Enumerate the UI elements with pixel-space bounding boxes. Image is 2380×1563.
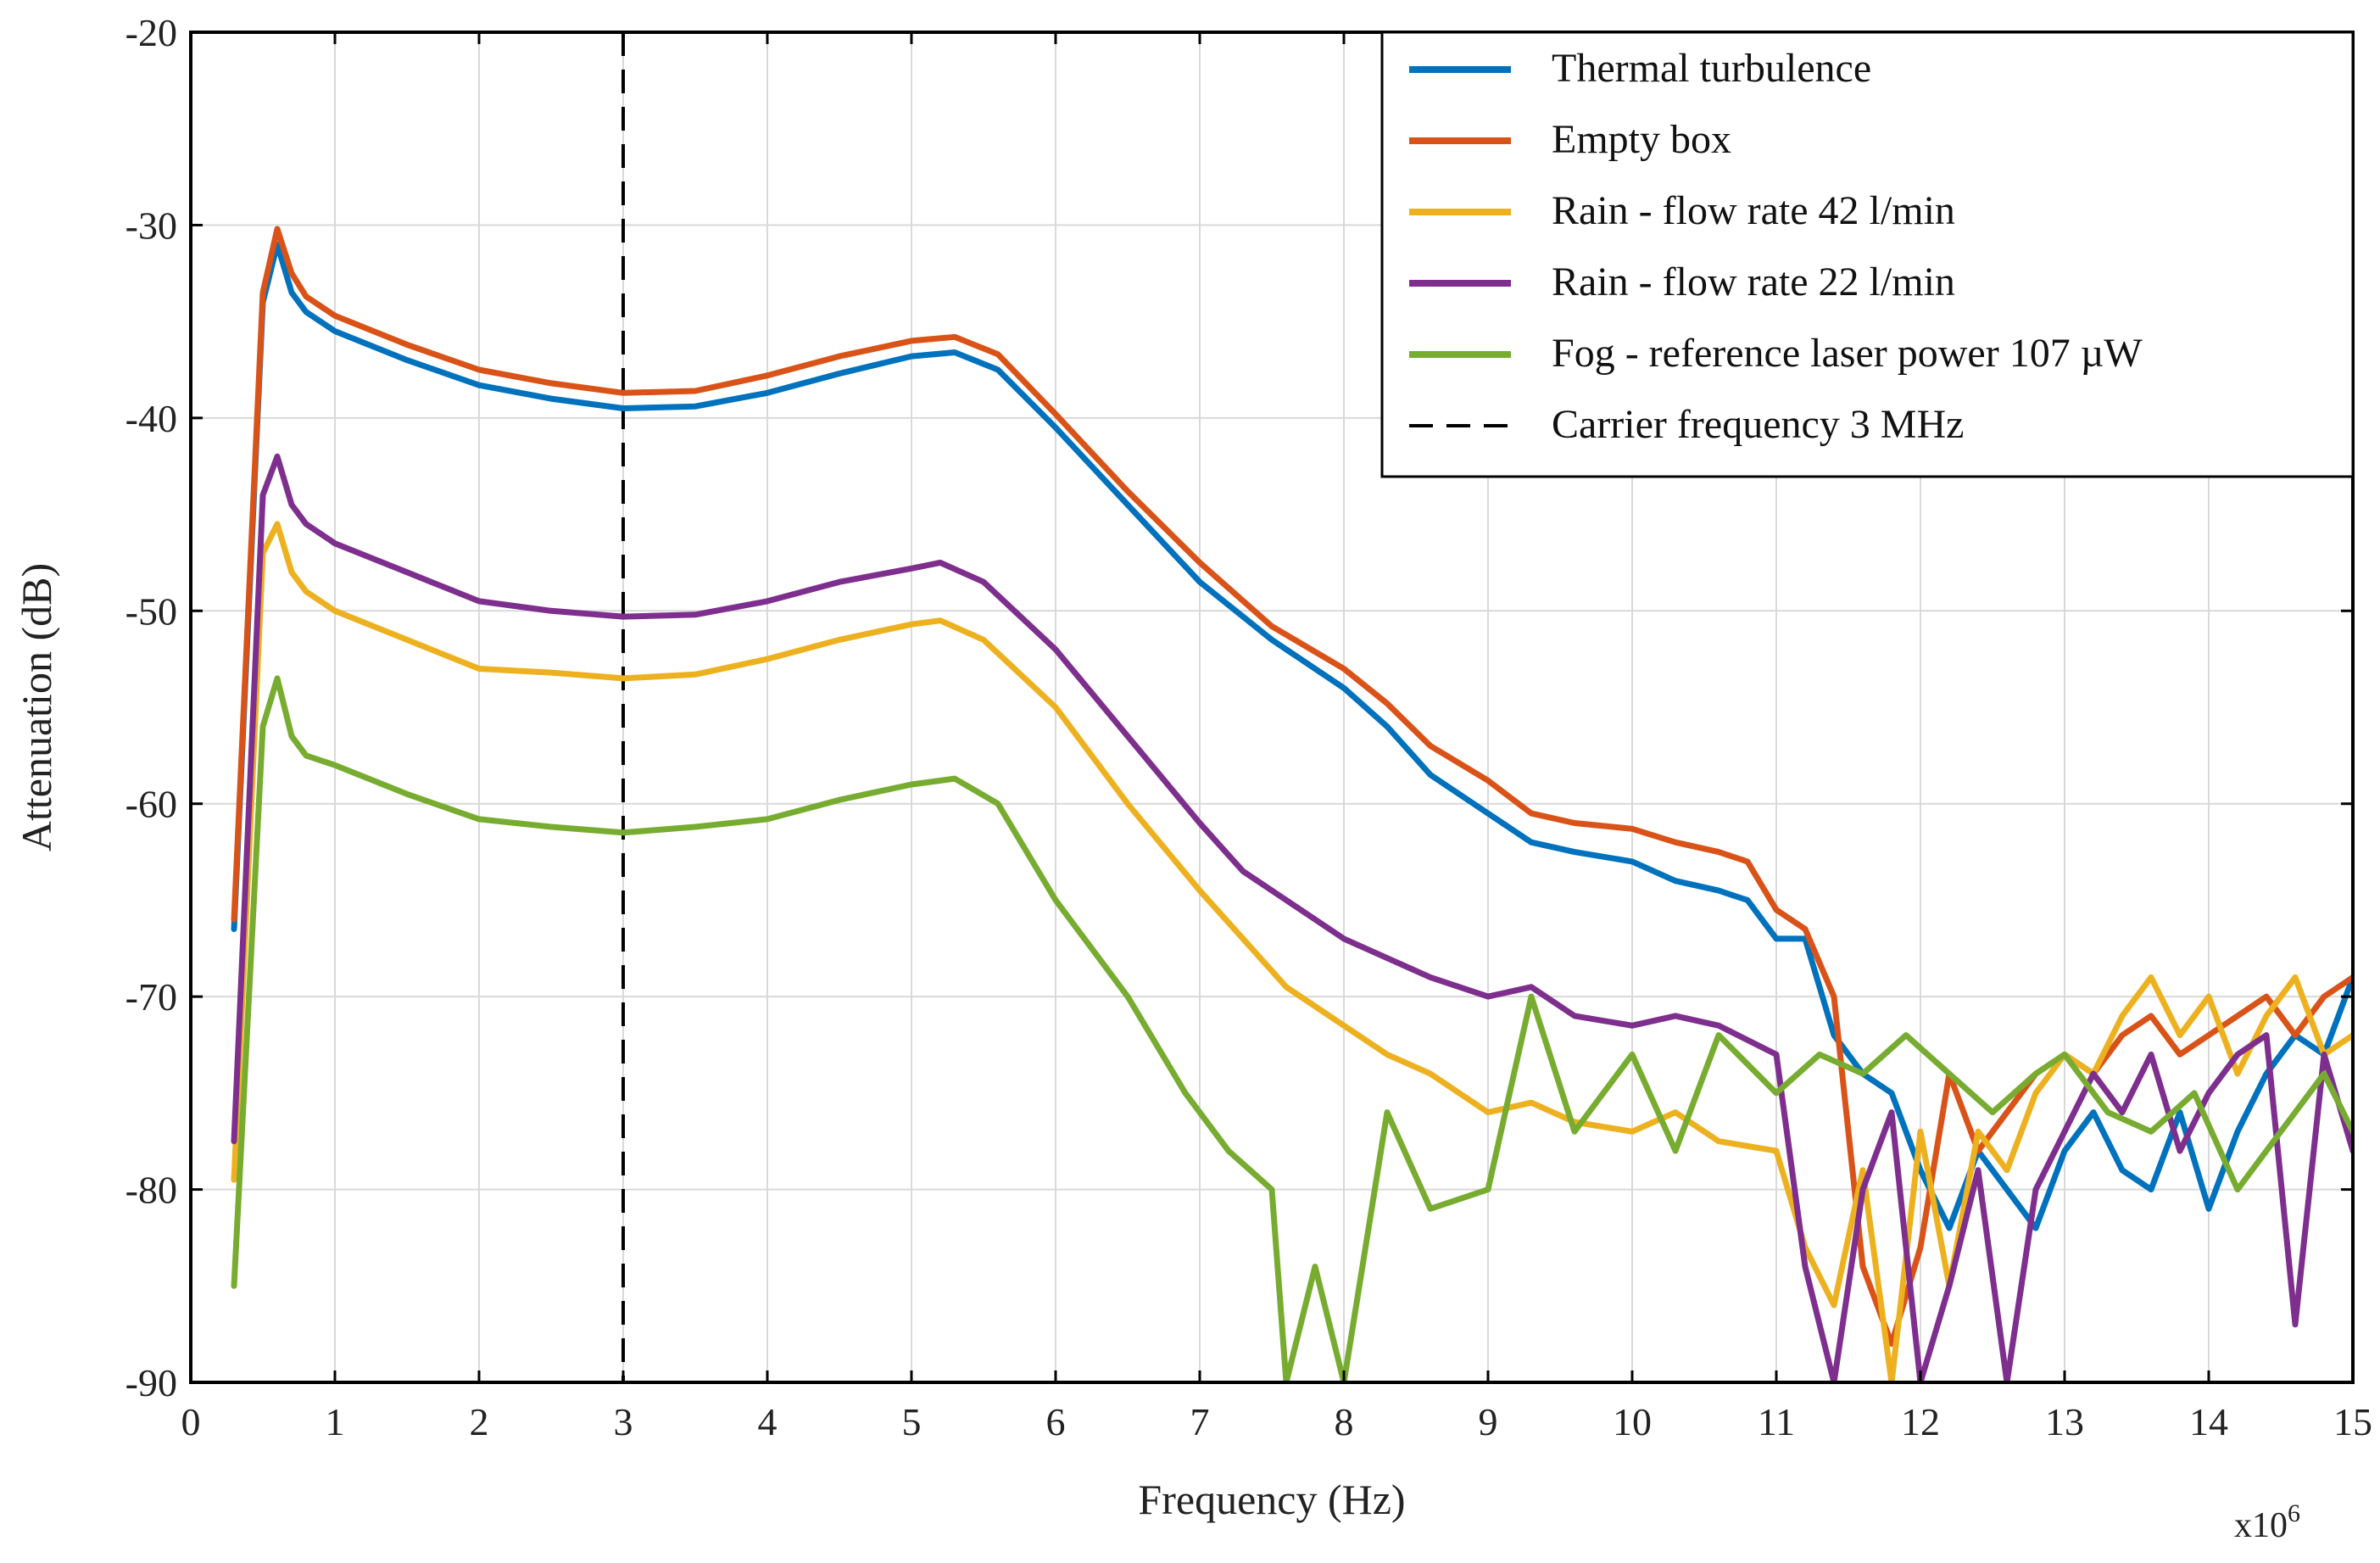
plot-frame (189, 31, 2355, 1384)
series-line-1 (231, 241, 2353, 1231)
y-tick-label: -30 (125, 204, 177, 247)
x-tick-label: 13 (2045, 1400, 2084, 1443)
legend: Thermal turbulence Empty box Rain - flow r… (1380, 31, 2355, 478)
y-tick-label: -40 (125, 397, 177, 440)
x-tick-label: 9 (1479, 1400, 1498, 1443)
series-line-5 (231, 675, 2353, 1382)
x-tick-label: 0 (181, 1400, 201, 1443)
series-line-2 (231, 226, 2353, 1347)
legend-label: Thermal turbulence (1552, 46, 1871, 91)
x-tick-label: 2 (470, 1400, 489, 1443)
x-tick-label: 5 (902, 1400, 922, 1443)
x-tick-label: 3 (614, 1400, 633, 1443)
x-tick-label: 12 (1901, 1400, 1940, 1443)
legend-box (1380, 31, 2355, 478)
legend-label: Fog - reference laser power 107 µW (1552, 331, 2143, 376)
x-tick-label: 1 (326, 1400, 345, 1443)
y-tick-label: -70 (125, 975, 177, 1019)
legend-label: Rain - flow rate 22 l/min (1552, 260, 1955, 304)
series-line-3 (231, 521, 2353, 1382)
series-line-4 (231, 453, 2353, 1382)
x-tick-label: 6 (1046, 1400, 1066, 1443)
y-tick-label: -60 (125, 783, 177, 826)
legend-label: Rain - flow rate 42 l/min (1552, 188, 1955, 233)
x-tick-label: 8 (1335, 1400, 1354, 1443)
x-tick-label: 4 (758, 1400, 778, 1443)
x-tick-label: 7 (1190, 1400, 1210, 1443)
x-axis-multiplier: x106 (2234, 1499, 2300, 1545)
y-tick-label: -80 (125, 1169, 177, 1212)
y-tick-label: -90 (125, 1361, 177, 1404)
x-tick-label: 10 (1613, 1400, 1652, 1443)
y-tick-label: -50 (125, 589, 177, 633)
y-axis-label: Attenuation (dB) (13, 563, 60, 851)
x-axis-label: Frequency (Hz) (1138, 1476, 1405, 1523)
tick-labels: 0 1 2 3 4 5 6 7 8 9 10 11 12 13 14 15-20-30-40-50-60-70… (125, 11, 2372, 1443)
legend-label: Empty box (1552, 117, 1731, 162)
legend-label: Carrier frequency 3 MHz (1552, 402, 1964, 447)
x-axis-multiplier-exponent: 6 (2288, 1499, 2300, 1527)
x-tick-label: 15 (2333, 1400, 2372, 1443)
x-tick-label: 11 (1758, 1400, 1795, 1443)
y-tick-label: -20 (125, 11, 177, 54)
x-axis-multiplier-base: x10 (2234, 1506, 2288, 1545)
x-tick-label: 14 (2189, 1400, 2228, 1443)
series-layer (231, 226, 2353, 1382)
